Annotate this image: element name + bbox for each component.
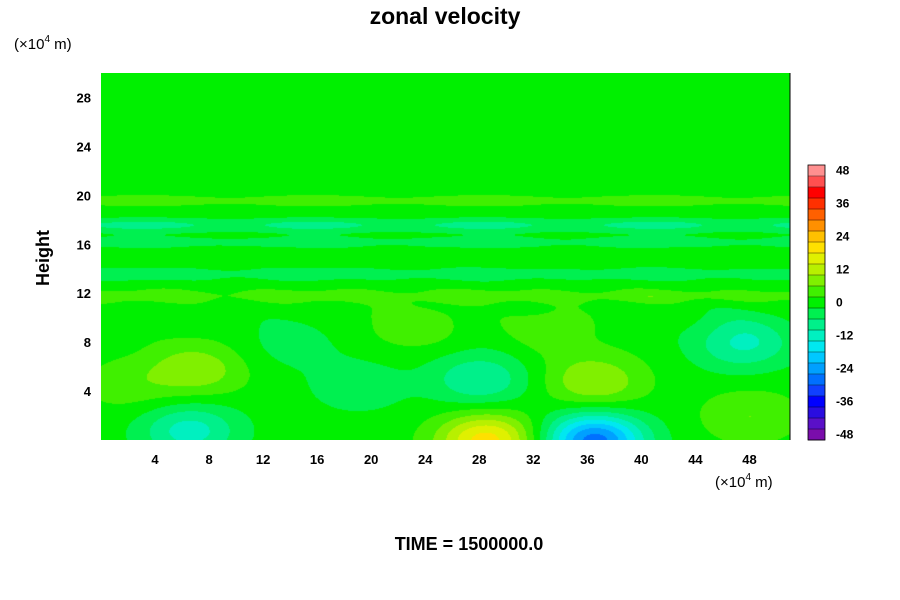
- colorbar: [807, 164, 826, 441]
- colorbar-segment: [808, 319, 825, 331]
- time-label: TIME = 1500000.0: [395, 534, 544, 554]
- colorbar-segment: [808, 429, 825, 441]
- colorbar-segment: [808, 363, 825, 375]
- y-axis-unit: (×104 m): [14, 34, 72, 53]
- colorbar-segment: [808, 220, 825, 232]
- y-tick-label: 12: [77, 286, 91, 301]
- x-axis-ticks: 4 8 12 16 20 24 28 32 36 40 44 48: [151, 452, 756, 467]
- colorbar-segment: [808, 407, 825, 419]
- x-axis-unit: (×104 m): [715, 472, 773, 491]
- colorbar-segment: [808, 374, 825, 386]
- colorbar-segment: [808, 198, 825, 210]
- x-tick-label: 24: [418, 452, 433, 467]
- colorbar-segment: [808, 286, 825, 298]
- colorbar-segment: [808, 275, 825, 287]
- x-tick-label: 4: [151, 452, 159, 467]
- colorbar-segment: [808, 176, 825, 188]
- colorbar-segment: [808, 341, 825, 353]
- x-tick-label: 44: [688, 452, 703, 467]
- y-tick-label: 8: [84, 335, 91, 350]
- colorbar-segment: [808, 253, 825, 265]
- colorbar-border: [807, 164, 826, 441]
- y-tick-label: 20: [77, 188, 91, 203]
- y-tick-label: 16: [77, 237, 91, 252]
- colorbar-tick-label: 24: [836, 230, 850, 244]
- x-tick-label: 32: [526, 452, 540, 467]
- colorbar-segment: [808, 187, 825, 199]
- colorbar-segment: [808, 209, 825, 221]
- colorbar-tick-label: -36: [836, 395, 854, 409]
- colorbar-segment: [808, 231, 825, 243]
- y-axis-label: Height: [33, 230, 53, 286]
- y-tick-label: 28: [77, 90, 91, 105]
- colorbar-segment: [808, 418, 825, 430]
- colorbar-segment: [808, 330, 825, 342]
- colorbar-segment: [808, 385, 825, 397]
- x-tick-label: 20: [364, 452, 378, 467]
- x-tick-label: 8: [205, 452, 212, 467]
- colorbar-tick-label: 36: [836, 197, 850, 211]
- colorbar-segment: [808, 308, 825, 320]
- y-tick-label: 4: [84, 384, 92, 399]
- heatmap-plot-area: [101, 73, 791, 440]
- colorbar-tick-label: -24: [836, 362, 854, 376]
- x-tick-label: 28: [472, 452, 486, 467]
- colorbar-segment: [808, 242, 825, 254]
- x-tick-label: 36: [580, 452, 594, 467]
- colorbar-segment: [808, 297, 825, 309]
- colorbar-tick-label: -12: [836, 329, 854, 343]
- y-tick-label: 24: [77, 139, 92, 154]
- colorbar-segment: [808, 165, 825, 177]
- colorbar-segment: [808, 352, 825, 364]
- colorbar-tick-label: 48: [836, 164, 850, 178]
- x-tick-label: 48: [742, 452, 756, 467]
- colorbar-segment: [808, 264, 825, 276]
- heatmap-image: [101, 73, 790, 440]
- colorbar-tick-label: 12: [836, 263, 850, 277]
- x-tick-label: 16: [310, 452, 324, 467]
- colorbar-segment: [808, 396, 825, 408]
- y-axis-ticks: 4 8 12 16 20 24 28: [77, 90, 92, 399]
- x-tick-label: 40: [634, 452, 648, 467]
- chart-title: zonal velocity: [370, 3, 521, 29]
- x-tick-label: 12: [256, 452, 270, 467]
- colorbar-tick-label: 0: [836, 296, 843, 310]
- colorbar-tick-label: -48: [836, 428, 854, 442]
- colorbar-ticks: 48 36 24 12 0 -12 -24 -36 -48: [836, 164, 854, 442]
